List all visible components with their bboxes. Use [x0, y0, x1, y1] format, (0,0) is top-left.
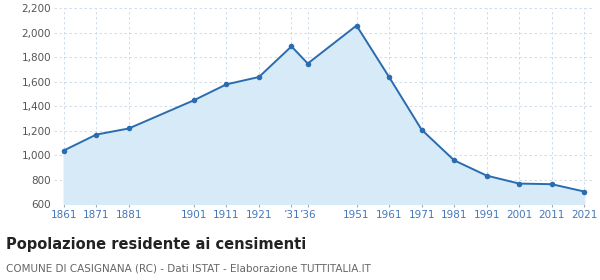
Point	[417, 127, 427, 132]
Point	[59, 148, 68, 153]
Point	[482, 173, 491, 178]
Point	[254, 75, 264, 79]
Point	[580, 189, 589, 194]
Point	[449, 158, 459, 162]
Point	[124, 126, 134, 131]
Text: COMUNE DI CASIGNANA (RC) - Dati ISTAT - Elaborazione TUTTITALIA.IT: COMUNE DI CASIGNANA (RC) - Dati ISTAT - …	[6, 263, 371, 273]
Point	[303, 61, 313, 66]
Point	[547, 182, 557, 186]
Point	[189, 98, 199, 102]
Text: Popolazione residente ai censimenti: Popolazione residente ai censimenti	[6, 237, 306, 252]
Point	[514, 181, 524, 186]
Point	[221, 82, 231, 87]
Point	[287, 44, 296, 49]
Point	[352, 23, 361, 28]
Point	[91, 132, 101, 137]
Point	[384, 75, 394, 79]
